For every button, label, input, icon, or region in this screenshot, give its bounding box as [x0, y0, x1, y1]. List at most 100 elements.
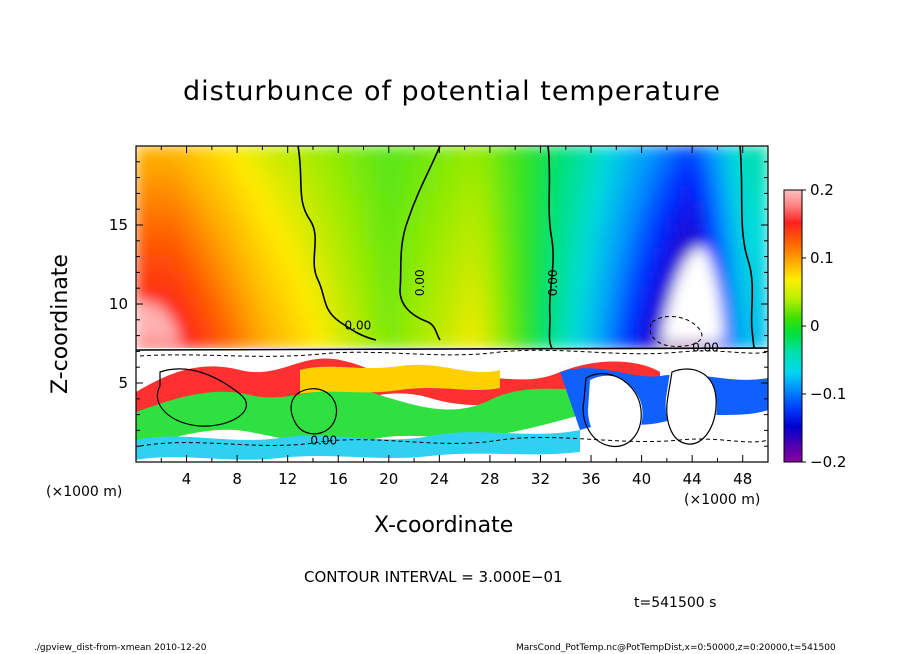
- heatmap-cell: [716, 277, 731, 287]
- heatmap-cell: [489, 316, 504, 326]
- heatmap-cell: [186, 308, 200, 318]
- heatmap-cell: [236, 161, 251, 170]
- heatmap-cell: [325, 192, 339, 201]
- heatmap-cell: [173, 231, 188, 240]
- heatmap-cell: [742, 146, 756, 155]
- heatmap-cell: [464, 339, 478, 349]
- heatmap-cell: [350, 199, 365, 209]
- heatmap-cell: [186, 161, 200, 170]
- heatmap-cell: [198, 277, 213, 287]
- heatmap-cell: [527, 215, 541, 225]
- heatmap-cell: [514, 238, 529, 248]
- heatmap-cell: [274, 146, 289, 155]
- heatmap-cell: [299, 231, 314, 240]
- heatmap-cell: [754, 308, 768, 318]
- heatmap-cell: [565, 223, 579, 233]
- heatmap-cell: [186, 176, 200, 186]
- heatmap-cell: [489, 246, 504, 256]
- heatmap-cell: [388, 262, 402, 271]
- heatmap-cell: [211, 192, 225, 201]
- heatmap-cell: [363, 316, 377, 326]
- heatmap-cell: [148, 231, 162, 240]
- heatmap-cell: [223, 153, 238, 163]
- heatmap-cell: [590, 301, 605, 310]
- heatmap-cell: [577, 238, 592, 248]
- heatmap-cell: [160, 277, 175, 287]
- heatmap-cell: [388, 332, 402, 341]
- heatmap-cell: [186, 192, 200, 201]
- heatmap-cell: [742, 293, 756, 303]
- heatmap-cell: [249, 246, 263, 256]
- x-tick-label: 36: [581, 470, 600, 488]
- heatmap-cell: [249, 316, 263, 326]
- heatmap-cell: [641, 223, 655, 233]
- heatmap-cell: [615, 277, 630, 287]
- heatmap-cell: [148, 146, 162, 155]
- heatmap-cell: [628, 207, 643, 217]
- heatmap-cell: [489, 176, 504, 186]
- heatmap-cell: [742, 301, 756, 310]
- heatmap-cell: [426, 285, 440, 295]
- heatmap-cell: [666, 207, 681, 217]
- heatmap-cell: [148, 238, 162, 248]
- heatmap-cell: [160, 293, 175, 303]
- heatmap-cell: [577, 176, 592, 186]
- heatmap-cell: [350, 301, 365, 310]
- heatmap-cell: [136, 199, 150, 209]
- heatmap-cell: [527, 308, 541, 318]
- heatmap-cell: [716, 332, 731, 341]
- heatmap-cell: [274, 262, 289, 271]
- heatmap-cell: [603, 168, 617, 178]
- heatmap-cell: [539, 184, 554, 194]
- heatmap-cell: [363, 262, 377, 271]
- heatmap-cell: [489, 324, 504, 334]
- heatmap-cell: [413, 301, 428, 310]
- contour-line: [139, 349, 768, 357]
- heatmap-cell: [653, 269, 668, 279]
- heatmap-cell: [438, 301, 453, 310]
- heatmap-cell: [514, 207, 529, 217]
- heatmap-cell: [388, 254, 402, 264]
- heatmap-cell: [590, 308, 605, 318]
- heatmap-cell: [363, 293, 377, 303]
- heatmap-cell: [754, 153, 768, 163]
- heatmap-cell: [565, 324, 579, 334]
- heatmap-cell: [438, 262, 453, 271]
- heatmap-cell: [198, 301, 213, 310]
- heatmap-cell: [173, 301, 188, 310]
- heatmap-field: [136, 146, 768, 462]
- heatmap-cell: [299, 285, 314, 295]
- heatmap-cell: [628, 231, 643, 240]
- heatmap-cell: [186, 231, 200, 240]
- heatmap-cell: [274, 293, 289, 303]
- heatmap-cell: [679, 246, 693, 256]
- heatmap-cell: [312, 146, 327, 155]
- heatmap-cell: [388, 223, 402, 233]
- contour-line: [139, 436, 768, 447]
- heatmap-cell: [426, 332, 440, 341]
- heatmap-cell: [666, 254, 681, 264]
- heatmap-cell: [704, 231, 718, 240]
- heatmap-cell: [173, 161, 188, 170]
- heatmap-cell: [363, 308, 377, 318]
- heatmap-cell: [653, 316, 668, 326]
- heatmap-cell: [641, 146, 655, 155]
- heatmap-cell: [299, 339, 314, 349]
- heatmap-cell: [400, 161, 415, 170]
- heatmap-cell: [539, 262, 554, 271]
- heatmap-extreme-core: [660, 247, 724, 342]
- heatmap-cell: [413, 308, 428, 318]
- heatmap-cell: [489, 215, 504, 225]
- heatmap-cell: [628, 262, 643, 271]
- heatmap-cell: [577, 308, 592, 318]
- heatmap-cell: [502, 238, 516, 248]
- heatmap-cell: [565, 153, 579, 163]
- heatmap-cell: [274, 246, 289, 256]
- heatmap-cell: [198, 293, 213, 303]
- heatmap-cell: [438, 308, 453, 318]
- heatmap-cell: [464, 324, 478, 334]
- heatmap-cell: [186, 316, 200, 326]
- heatmap-cell: [603, 231, 617, 240]
- heatmap-cell: [312, 231, 327, 240]
- x-tick-label: 28: [480, 470, 499, 488]
